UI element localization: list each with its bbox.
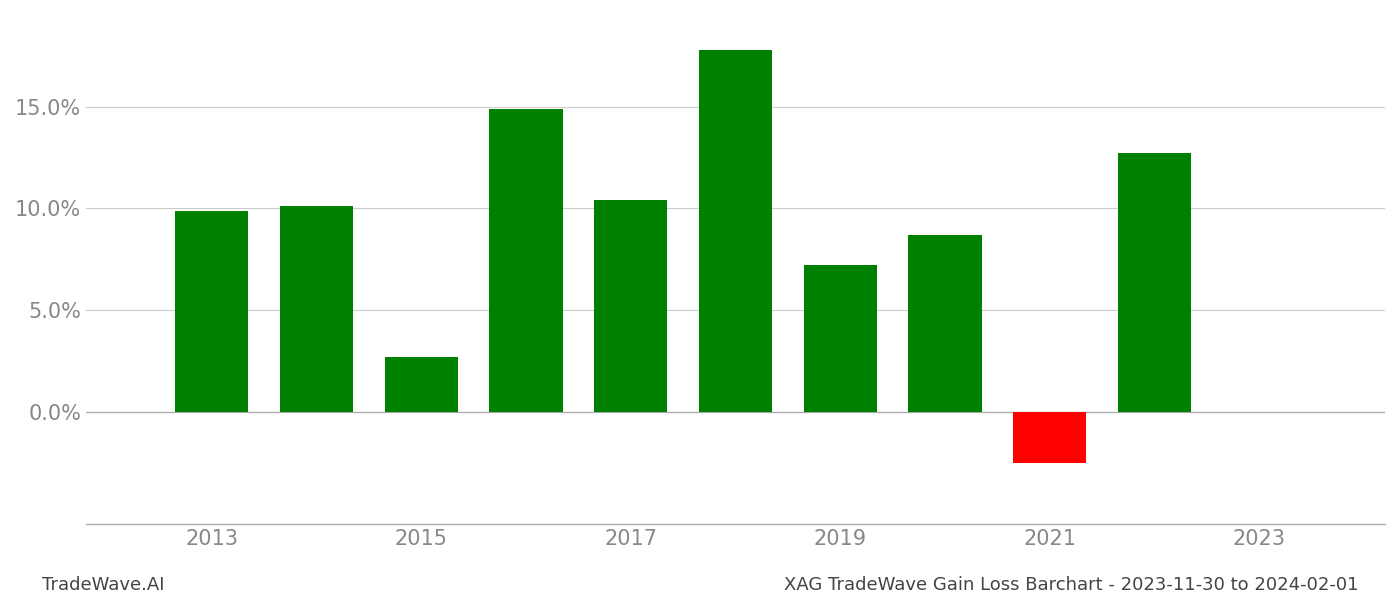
Bar	[1014, 412, 1086, 463]
Bar	[594, 200, 668, 412]
Bar	[699, 50, 773, 412]
Bar	[1117, 154, 1191, 412]
Text: TradeWave.AI: TradeWave.AI	[42, 576, 165, 594]
Bar	[385, 357, 458, 412]
Text: XAG TradeWave Gain Loss Barchart - 2023-11-30 to 2024-02-01: XAG TradeWave Gain Loss Barchart - 2023-…	[784, 576, 1358, 594]
Bar	[280, 206, 353, 412]
Bar	[490, 109, 563, 412]
Bar	[175, 211, 248, 412]
Bar	[804, 265, 876, 412]
Bar	[909, 235, 981, 412]
